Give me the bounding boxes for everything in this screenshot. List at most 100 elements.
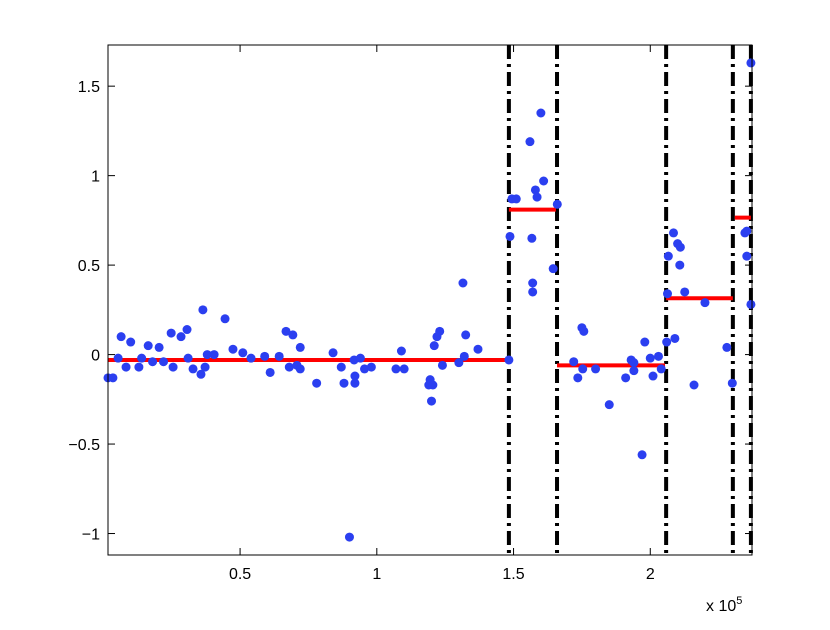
point	[198, 305, 208, 315]
point	[339, 378, 349, 388]
point	[288, 330, 298, 340]
x-multiplier-exponent: 5	[736, 595, 742, 607]
point	[391, 364, 401, 374]
point	[670, 333, 680, 343]
point	[527, 233, 537, 243]
point	[265, 367, 275, 377]
point	[344, 532, 354, 542]
point	[429, 341, 439, 351]
point	[662, 337, 672, 347]
point	[148, 357, 158, 367]
point	[680, 287, 690, 297]
point	[121, 362, 131, 372]
y-tick-label: 0	[91, 348, 100, 365]
point	[528, 287, 538, 297]
point	[539, 176, 549, 186]
point	[228, 344, 238, 354]
x-tick-label: 0.5	[229, 566, 251, 583]
point	[722, 342, 732, 352]
y-tick-label: −0.5	[68, 437, 100, 454]
point	[154, 342, 164, 352]
point	[200, 362, 210, 372]
point	[435, 326, 445, 336]
point	[220, 314, 230, 324]
point	[366, 362, 376, 372]
point	[246, 353, 256, 363]
point	[295, 364, 305, 374]
plot-frame	[107, 44, 753, 556]
point	[621, 373, 631, 383]
point	[209, 350, 219, 360]
point	[579, 326, 589, 336]
point	[473, 344, 483, 354]
point	[238, 348, 248, 358]
point	[350, 378, 360, 388]
point	[113, 353, 123, 363]
point	[168, 362, 178, 372]
point	[166, 328, 176, 338]
point	[640, 337, 650, 347]
point	[454, 358, 464, 368]
point	[700, 298, 710, 308]
point	[108, 373, 118, 383]
point	[552, 199, 562, 209]
x-multiplier-base: x 10	[706, 598, 736, 615]
y-tick-label: −1	[82, 527, 100, 544]
point	[126, 337, 136, 347]
point	[459, 351, 469, 361]
point	[350, 371, 360, 381]
point	[202, 350, 212, 360]
point	[461, 330, 471, 340]
point	[532, 192, 542, 202]
point	[396, 346, 406, 356]
point	[645, 353, 655, 363]
point	[604, 400, 614, 410]
point	[295, 342, 305, 352]
point	[653, 351, 663, 361]
point	[328, 348, 338, 358]
point	[505, 231, 515, 241]
point	[336, 362, 346, 372]
point	[284, 362, 294, 372]
x-tick-label: 1.5	[502, 566, 524, 583]
point	[648, 371, 658, 381]
point	[143, 341, 153, 351]
x-multiplier: x 105	[706, 595, 742, 615]
point	[669, 228, 679, 238]
point	[260, 351, 270, 361]
point	[504, 355, 514, 365]
point	[689, 380, 699, 390]
y-tick-label: 0.5	[78, 258, 100, 275]
point	[629, 358, 639, 368]
point	[629, 366, 639, 376]
point	[573, 373, 583, 383]
point	[137, 353, 147, 363]
y-tick-label: 1.5	[78, 79, 100, 96]
point	[183, 353, 193, 363]
point	[274, 351, 284, 361]
point	[176, 332, 186, 342]
point	[511, 194, 521, 204]
point	[727, 378, 737, 388]
point	[742, 251, 752, 261]
point	[530, 185, 540, 195]
point	[548, 264, 558, 274]
point	[116, 332, 126, 342]
point	[437, 360, 447, 370]
point	[134, 362, 144, 372]
point	[675, 260, 685, 270]
point	[663, 251, 673, 261]
point	[188, 364, 198, 374]
point	[742, 226, 752, 236]
point	[578, 364, 588, 374]
point	[536, 108, 546, 118]
point	[637, 450, 647, 460]
point	[675, 242, 685, 252]
point	[196, 369, 206, 379]
x-tick-label: 2	[646, 566, 655, 583]
point	[159, 357, 169, 367]
point	[360, 364, 370, 374]
point	[663, 289, 673, 299]
point	[525, 137, 535, 147]
